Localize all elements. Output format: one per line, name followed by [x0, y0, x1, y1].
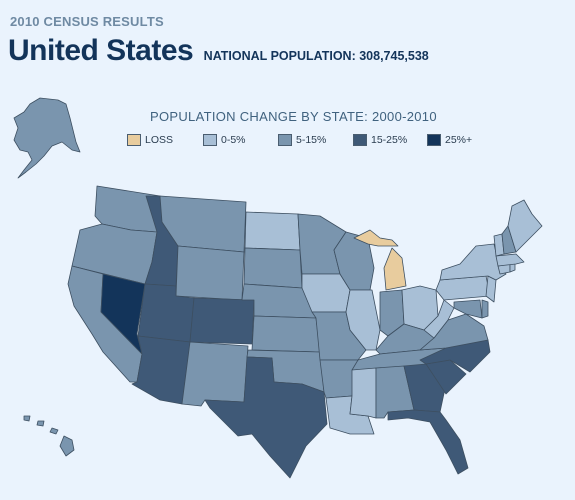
legend-label-25-plus: 25%+ [445, 134, 473, 146]
census-eyebrow: 2010 CENSUS RESULTS [10, 14, 164, 29]
state-michigan-upper[interactable] [353, 229, 399, 247]
state-hawaii-kauai[interactable] [23, 415, 31, 422]
state-maryland[interactable] [453, 299, 483, 319]
map-title: POPULATION CHANGE BY STATE: 2000-2010 [150, 109, 437, 124]
legend-item-25-plus: 25%+ [427, 134, 487, 146]
national-population-label: NATIONAL POPULATION: 308,745,538 [203, 49, 429, 63]
state-wyoming[interactable] [175, 245, 245, 301]
legend-swatch-0-5 [203, 134, 217, 146]
title-row: United States NATIONAL POPULATION: 308,7… [8, 34, 429, 68]
state-massachusetts[interactable] [495, 253, 525, 267]
state-michigan-lower[interactable] [383, 247, 407, 291]
state-wisconsin[interactable] [333, 231, 375, 291]
state-delaware[interactable] [481, 299, 489, 319]
state-florida[interactable] [387, 409, 469, 475]
legend-label-loss: LOSS [145, 134, 174, 146]
state-colorado[interactable] [189, 297, 255, 345]
legend-swatch-loss [127, 134, 141, 146]
state-hawaii-oahu[interactable] [36, 420, 45, 427]
state-iowa[interactable] [301, 273, 351, 313]
state-texas[interactable] [204, 356, 328, 479]
state-hawaii-maui[interactable] [49, 427, 59, 435]
state-illinois[interactable] [345, 289, 381, 351]
state-hawaii-big-island[interactable] [59, 435, 75, 457]
state-maine[interactable] [507, 199, 543, 253]
legend-item-5-15: 5-15% [278, 134, 353, 146]
state-new-mexico[interactable] [181, 341, 249, 407]
legend-swatch-5-15 [278, 134, 292, 146]
map-legend: LOSS 0-5% 5-15% 15-25% 25%+ [127, 134, 487, 146]
legend-label-5-15: 5-15% [296, 134, 327, 146]
state-south-dakota[interactable] [243, 247, 303, 289]
legend-item-0-5: 0-5% [203, 134, 278, 146]
legend-label-15-25: 15-25% [371, 134, 408, 146]
legend-item-15-25: 15-25% [353, 134, 427, 146]
state-mississippi[interactable] [349, 367, 377, 419]
legend-label-0-5: 0-5% [221, 134, 246, 146]
legend-item-loss: LOSS [127, 134, 203, 146]
legend-swatch-15-25 [353, 134, 367, 146]
state-alaska[interactable] [13, 97, 81, 179]
state-arizona[interactable] [131, 335, 191, 405]
legend-swatch-25-plus [427, 134, 441, 146]
state-north-dakota[interactable] [244, 211, 301, 251]
page-title: United States [8, 34, 194, 67]
state-new-jersey[interactable] [485, 275, 497, 303]
state-kansas[interactable] [251, 315, 321, 353]
